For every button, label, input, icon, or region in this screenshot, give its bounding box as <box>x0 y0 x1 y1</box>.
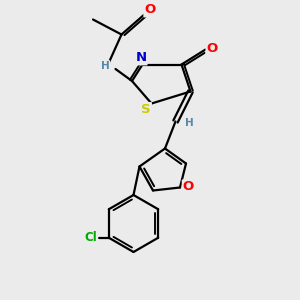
Text: H: H <box>184 118 194 128</box>
Text: H: H <box>100 61 109 71</box>
Text: N: N <box>135 51 147 64</box>
Text: Cl: Cl <box>84 231 97 244</box>
Text: O: O <box>206 41 218 55</box>
Text: S: S <box>141 103 151 116</box>
Text: O: O <box>144 3 156 16</box>
Text: O: O <box>183 180 194 194</box>
